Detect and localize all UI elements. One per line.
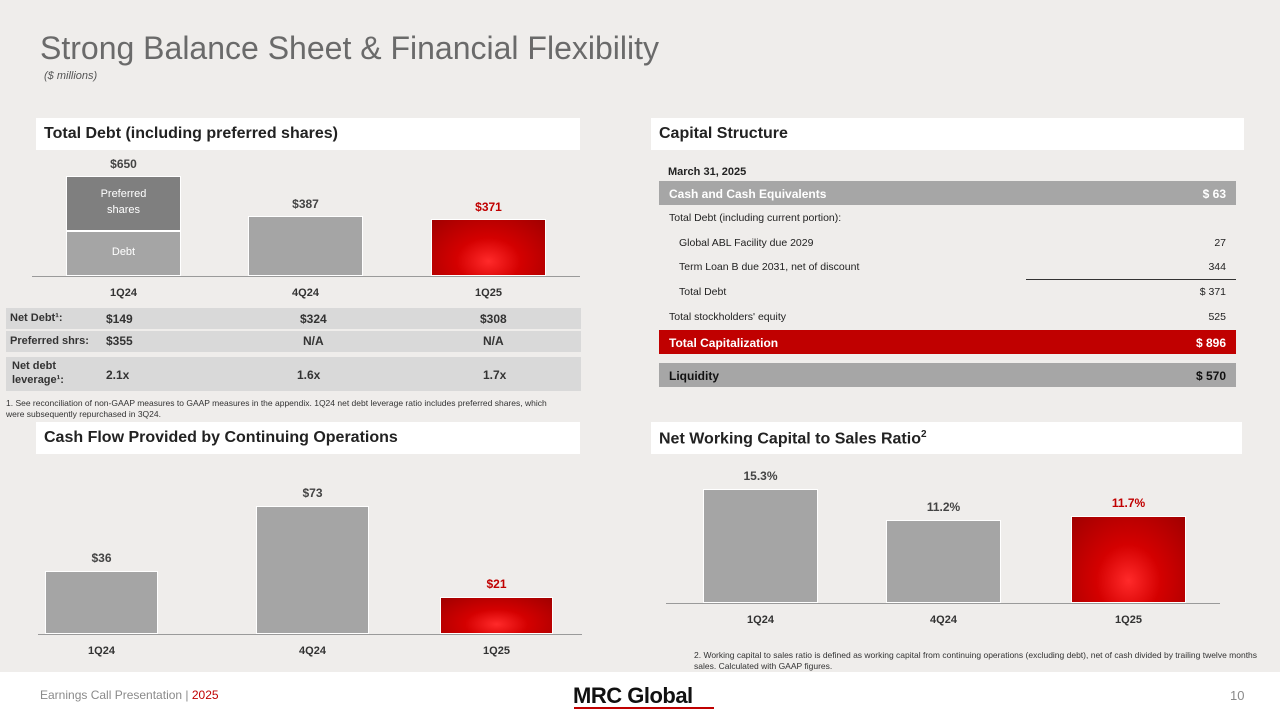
cash-flow-axis [38, 634, 582, 635]
total-debt-label: Total Debt [679, 286, 727, 298]
net-debt-4q24: $324 [300, 312, 327, 326]
leverage-4q24: 1.6x [297, 368, 321, 382]
preferred-shares-1q24: $355 [106, 334, 133, 348]
preferred-shares-4q24: N/A [303, 334, 324, 348]
footnote-1: 1. See reconciliation of non-GAAP measur… [6, 398, 547, 419]
leverage-1q25: 1.7x [483, 368, 507, 382]
total-debt-value: $ 371 [1199, 286, 1226, 298]
equity-row: Total stockholders' equity 525 [659, 311, 1236, 323]
total-debt-tick-1Q24: 1Q24 [110, 287, 137, 299]
page-number: 10 [1230, 688, 1245, 703]
mrc-global-logo: MRC Global [573, 683, 693, 708]
term-loan-value: 344 [1208, 261, 1226, 273]
nwc-header-text: Net Working Capital to Sales Ratio [659, 430, 921, 448]
nwc-axis [666, 603, 1220, 604]
abl-row: Global ABL Facility due 2029 27 [659, 237, 1236, 249]
net-debt-1q24: $149 [106, 312, 133, 326]
nwc-header-superscript: 2 [920, 429, 927, 440]
cash-flow-value-1Q24: $36 [91, 550, 112, 565]
liquidity-row: Liquidity $ 570 [659, 363, 1236, 387]
total-capitalization-value: $ 896 [1195, 336, 1226, 350]
cash-flow-bar-1Q25 [440, 597, 553, 634]
total-debt-axis [32, 276, 580, 277]
cash-value: $ 63 [1202, 187, 1226, 201]
term-loan-row: Term Loan B due 2031, net of discount 34… [659, 261, 1236, 273]
net-debt-1q25: $308 [480, 312, 507, 326]
total-capitalization-row: Total Capitalization $ 896 [659, 330, 1236, 354]
footer-year: 2025 [191, 688, 219, 702]
nwc-tick-4Q24: 4Q24 [930, 614, 957, 626]
cash-flow-bar-1Q24 [45, 570, 158, 634]
cash-flow-tick-1Q24: 1Q24 [88, 645, 115, 657]
preferred-bar-1Q24 [66, 176, 181, 231]
cash-flow-tick-1Q25: 1Q25 [483, 645, 510, 657]
page-title: Strong Balance Sheet & Financial Flexibi… [40, 30, 659, 66]
footer-label: Earnings Call Presentation | [40, 688, 192, 702]
term-loan-label: Term Loan B due 2031, net of discount [679, 261, 860, 273]
cash-flow-header: Cash Flow Provided by Continuing Operati… [36, 422, 580, 454]
nwc-tick-1Q25: 1Q25 [1115, 614, 1142, 626]
liquidity-value: $ 570 [1195, 369, 1226, 383]
debt-bar-1Q25 [431, 218, 546, 276]
total-debt-tick-4Q24: 4Q24 [292, 287, 319, 299]
net-debt-label: Net Debt¹: [10, 312, 63, 324]
total-debt-value-1Q24: $650 [110, 157, 137, 171]
abl-value: 27 [1214, 237, 1226, 249]
footer-text: Earnings Call Presentation | 2025 [40, 688, 219, 702]
total-debt-value-1Q25: $371 [475, 199, 502, 214]
net-debt-leverage-row: Net debt leverage¹: 2.1x 1.6x 1.7x [6, 357, 581, 391]
net-debt-row: Net Debt¹: $149 $324 $308 [6, 308, 581, 329]
cash-row: Cash and Cash Equivalents $ 63 [659, 181, 1236, 205]
nwc-value-4Q24: 11.2% [926, 499, 961, 514]
nwc-bar-1Q25 [1071, 515, 1186, 603]
capital-structure-header: Capital Structure [651, 118, 1244, 150]
leverage-1q24: 2.1x [106, 368, 130, 382]
capital-structure-date: March 31, 2025 [668, 166, 747, 178]
equity-value: 525 [1208, 311, 1226, 323]
nwc-bar-4Q24 [886, 519, 1001, 603]
cash-flow-bar-4Q24 [256, 506, 369, 634]
nwc-value-1Q25: 11.7% [1111, 495, 1146, 510]
total-debt-header: Total Debt (including preferred shares) [36, 118, 580, 150]
equity-label: Total stockholders' equity [669, 311, 786, 323]
preferred-segment-label: Preferred shares [100, 188, 147, 216]
debt-bar-1Q24 [66, 230, 181, 276]
total-debt-heading: Total Debt (including current portion): [669, 212, 842, 224]
total-debt-tick-1Q25: 1Q25 [475, 287, 502, 299]
cash-flow-tick-4Q24: 4Q24 [299, 645, 326, 657]
subtotal-rule [1026, 279, 1236, 280]
debt-bar-4Q24 [248, 216, 363, 276]
total-debt-value-4Q24: $387 [292, 197, 319, 212]
page-subtitle: ($ millions) [44, 70, 98, 82]
nwc-bar-1Q24 [703, 489, 818, 603]
nwc-value-1Q24: 15.3% [743, 469, 778, 483]
liquidity-label: Liquidity [669, 369, 719, 383]
cash-label: Cash and Cash Equivalents [669, 187, 827, 201]
preferred-shares-1q25: N/A [483, 334, 504, 348]
logo-underline [574, 707, 714, 709]
nwc-header: Net Working Capital to Sales Ratio2 [651, 422, 1242, 454]
net-debt-leverage-label: Net debt leverage¹: [12, 360, 64, 386]
cash-flow-value-1Q25: $21 [486, 577, 507, 592]
preferred-shares-label: Preferred shrs: [10, 335, 89, 347]
nwc-tick-1Q24: 1Q24 [747, 614, 774, 626]
cash-flow-value-4Q24: $73 [302, 486, 323, 500]
preferred-shares-row: Preferred shrs: $355 N/A N/A [6, 331, 581, 352]
total-capitalization-label: Total Capitalization [669, 336, 779, 350]
debt-segment-label: Debt [111, 246, 136, 259]
total-debt-row: Total Debt $ 371 [659, 286, 1236, 298]
abl-label: Global ABL Facility due 2029 [679, 237, 814, 249]
footer: Earnings Call Presentation | 2025 MRC Gl… [0, 672, 1280, 720]
footnote-2: 2. Working capital to sales ratio is def… [694, 650, 1258, 671]
